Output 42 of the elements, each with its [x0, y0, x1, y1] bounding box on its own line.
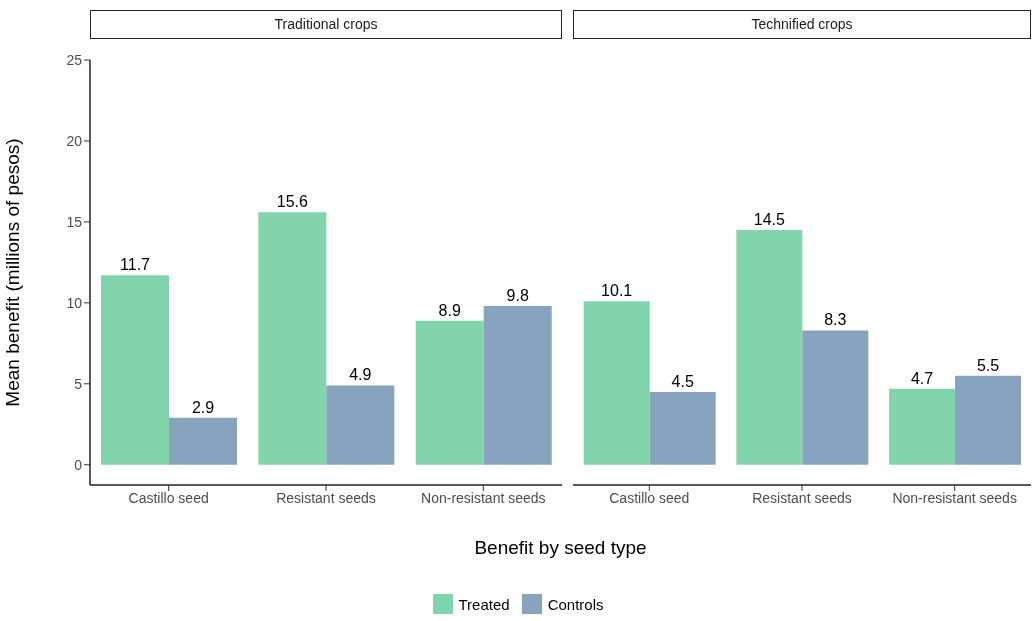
data-label: 14.5	[753, 211, 786, 228]
y-tick-label: 0	[74, 456, 83, 473]
x-tick-label: Castillo seed	[128, 489, 209, 506]
data-label: 8.9	[438, 301, 461, 319]
x-tick-label: Non-resistant seeds	[892, 489, 1017, 506]
chart-title: Technified crops	[573, 10, 1031, 39]
data-label: 10.1	[601, 282, 633, 300]
bar	[955, 375, 1022, 465]
data-label: 4.5	[671, 372, 694, 390]
data-label: 4.9	[349, 366, 372, 384]
bar	[326, 385, 395, 465]
bar	[583, 301, 650, 465]
y-axis-title: Mean benefit (millions of pesos)	[1, 138, 23, 407]
y-tick-label: 20	[66, 132, 83, 149]
bar	[169, 417, 238, 465]
bar	[889, 388, 956, 465]
data-label: 9.8	[506, 287, 529, 305]
x-tick-label: Resistant seeds	[276, 489, 376, 506]
x-axis-title: Benefit by seed type	[473, 537, 648, 559]
bar	[258, 212, 327, 465]
bar	[736, 230, 803, 465]
bar	[483, 306, 552, 465]
bar	[101, 275, 170, 465]
bar	[802, 330, 869, 465]
data-label: 8.3	[824, 311, 847, 329]
y-tick-label: 10	[66, 294, 83, 311]
data-label: 5.5	[976, 356, 1000, 374]
x-tick-label: Non-resistant seeds	[421, 489, 546, 506]
chart-title: Traditional crops	[90, 10, 562, 39]
bar	[415, 320, 484, 465]
data-label: 15.6	[276, 193, 309, 211]
data-label: 2.9	[191, 398, 215, 416]
y-tick-label: 25	[66, 51, 83, 68]
legend-label: Controls	[547, 595, 604, 613]
x-tick-label: Resistant seeds	[752, 489, 852, 506]
y-tick-label: 5	[74, 375, 83, 392]
y-tick-label: 15	[66, 213, 83, 230]
data-label: 11.7	[120, 256, 151, 274]
x-tick-label: Castillo seed	[609, 489, 690, 506]
data-label: 4.7	[910, 369, 934, 387]
legend-label: Treated	[458, 595, 510, 613]
bar	[649, 391, 716, 465]
